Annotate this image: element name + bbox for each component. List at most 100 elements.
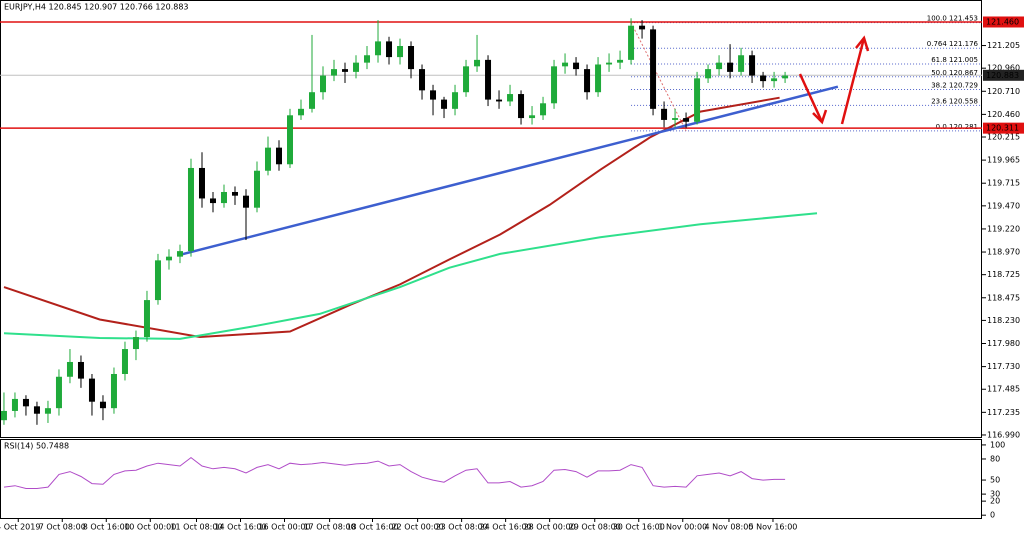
y-tick-label: 119.715 <box>987 179 1020 188</box>
arrow-down <box>798 73 824 123</box>
candle-body <box>639 25 646 30</box>
candle-body <box>176 251 183 257</box>
candle-body <box>22 398 29 407</box>
candle-body <box>672 118 679 120</box>
price-box <box>983 122 1024 134</box>
fib-level: 23.6 <box>931 97 947 105</box>
candle-body <box>198 167 205 199</box>
candle-body <box>452 92 459 109</box>
candle-body <box>220 191 227 204</box>
y-tick-label: 118.725 <box>987 270 1020 279</box>
candle-body <box>551 66 558 104</box>
candle-body <box>518 94 525 119</box>
x-tick-label: 23 Oct 08:00 <box>436 523 488 532</box>
candle-body <box>143 300 150 338</box>
candle-body <box>683 118 690 122</box>
candle-body <box>573 62 580 70</box>
y-tick-label: 119.965 <box>987 156 1020 165</box>
candle-body <box>253 170 260 208</box>
x-tick-label: 7 Oct 08:00 <box>39 523 86 532</box>
y-tick-label: 117.730 <box>987 362 1020 371</box>
moving-average <box>3 96 780 339</box>
candle-body <box>617 59 624 63</box>
rsi-panel <box>0 439 982 519</box>
rsi-title: RSI(14) 50.7488 <box>4 442 69 451</box>
candle-body <box>430 90 437 100</box>
x-tick-label: 22 Oct 00:00 <box>392 523 444 532</box>
x-tick-label: 17 Oct 08:00 <box>304 523 356 532</box>
candle-body <box>441 99 448 109</box>
x-tick-label: 28 Oct 00:00 <box>524 523 576 532</box>
x-tick-label: 8 Oct 16:00 <box>83 523 130 532</box>
y-tick-label: 117.485 <box>987 385 1020 394</box>
fib-price: 121.176 <box>949 40 978 48</box>
fib-label: 100.0 121.453 <box>927 15 978 23</box>
price-box-label: 120.311 <box>986 124 1019 133</box>
candle-body <box>44 408 51 414</box>
candle-body <box>375 41 382 56</box>
fib-price: 120.281 <box>949 123 978 131</box>
candle-body <box>749 55 756 76</box>
rsi-tick-label: 100 <box>990 440 1005 449</box>
candle-body <box>705 69 712 79</box>
fib-diagonal <box>630 22 687 132</box>
candle-body <box>496 99 503 102</box>
arrow-down-head <box>812 109 828 125</box>
y-tick-label: 119.470 <box>987 201 1020 210</box>
candle-body <box>342 69 349 72</box>
fib-level: 38.2 <box>931 82 947 90</box>
candle-body <box>231 191 238 196</box>
fib-level: 0.764 <box>927 40 948 48</box>
y-tick-label: 118.475 <box>987 293 1020 302</box>
chart-title: EURJPY,H4 120.845 120.907 120.766 120.88… <box>4 3 189 12</box>
candle-body <box>264 147 271 171</box>
candle-body <box>353 62 360 72</box>
candle-body <box>771 78 778 82</box>
fib-price: 120.867 <box>949 69 978 77</box>
rsi-tick-label: 80 <box>990 454 1000 463</box>
candle-body <box>88 378 95 402</box>
candle-body <box>132 337 139 350</box>
candle-body <box>121 349 128 374</box>
x-tick-label: 18 Oct 16:00 <box>346 523 398 532</box>
arrow-up <box>840 37 866 125</box>
candle-body <box>242 195 249 208</box>
current-price-label: 120.883 <box>986 71 1019 80</box>
fib-level: 100.0 <box>927 15 947 23</box>
candle-body <box>540 103 547 116</box>
candle-body <box>165 256 172 261</box>
candle-body <box>760 75 767 82</box>
x-tick-label: 24 Oct 16:00 <box>480 523 532 532</box>
candle-body <box>209 198 216 204</box>
x-tick-label: 4 Nov 08:00 <box>705 523 754 532</box>
candle-body <box>11 398 18 411</box>
y-tick-label: 117.235 <box>987 408 1020 417</box>
candle-body <box>694 78 701 122</box>
price-box <box>983 16 1024 28</box>
y-tick-label: 120.710 <box>987 87 1020 96</box>
candle-body <box>331 69 338 76</box>
fib-price: 121.453 <box>949 15 978 23</box>
rsi-tick-label: 30 <box>990 490 1000 499</box>
candle-body <box>154 260 161 301</box>
candle-body <box>187 167 194 252</box>
candle-body <box>99 401 106 409</box>
candle-body <box>0 410 7 421</box>
candle-body <box>33 406 40 414</box>
candle-body <box>275 147 282 165</box>
rsi-line <box>3 456 786 489</box>
main-panel <box>0 0 982 438</box>
fib-price: 120.558 <box>949 97 978 105</box>
candle-body <box>507 94 514 102</box>
x-tick-label: 4 Oct 2019 <box>0 523 40 532</box>
y-tick-label: 120.460 <box>987 110 1020 119</box>
fib-label: 0.0 120.281 <box>936 123 978 131</box>
fib-label: 61.8 121.005 <box>931 56 978 64</box>
candle-body <box>110 373 117 409</box>
rsi-tick-label: 0 <box>990 511 995 520</box>
y-tick-label: 116.990 <box>987 430 1020 439</box>
candle-body <box>661 108 668 120</box>
candle-body <box>55 376 62 409</box>
fib-label: 0.764 121.176 <box>927 40 979 48</box>
y-tick-label: 120.215 <box>987 133 1020 142</box>
